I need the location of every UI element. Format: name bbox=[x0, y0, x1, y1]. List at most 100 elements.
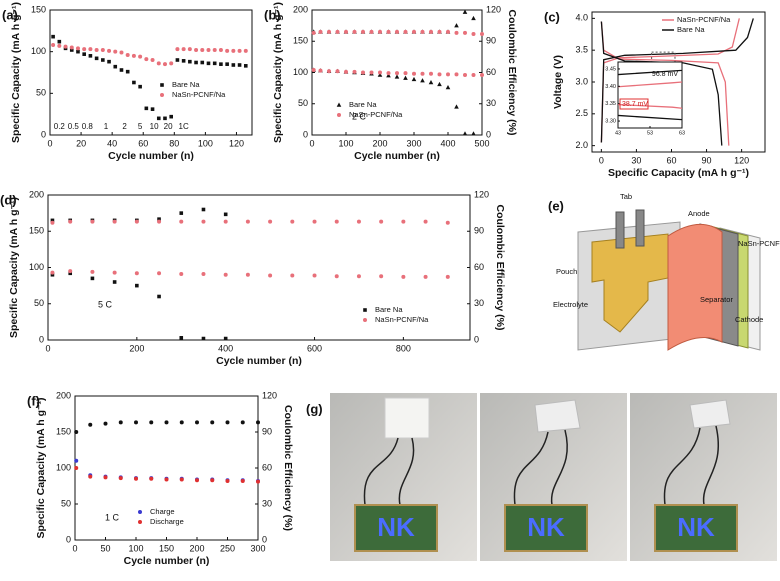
wires bbox=[513, 429, 568, 506]
point bbox=[201, 207, 206, 212]
x-axis-label: Cycle number (n) bbox=[354, 150, 440, 162]
point bbox=[210, 478, 215, 483]
point bbox=[194, 48, 199, 52]
y-tick-label: 50 bbox=[34, 298, 44, 308]
y-axis-label: Specific Capacity (mA h g⁻¹) bbox=[10, 2, 22, 143]
point bbox=[429, 29, 433, 34]
point bbox=[379, 274, 384, 279]
y-tick-label: 150 bbox=[56, 426, 71, 436]
label: Anode bbox=[688, 209, 710, 218]
point bbox=[169, 61, 174, 66]
point bbox=[311, 68, 316, 72]
point bbox=[119, 50, 124, 55]
point bbox=[162, 62, 167, 67]
legend-label: Bare Na bbox=[375, 305, 403, 314]
x-axis-label: Cycle number (n) bbox=[108, 150, 194, 162]
point bbox=[51, 34, 55, 39]
point bbox=[68, 271, 73, 276]
y2-tick-label: 60 bbox=[486, 67, 496, 77]
x-tick-label: 300 bbox=[250, 543, 265, 553]
point bbox=[112, 280, 117, 284]
panel-label: (c) bbox=[544, 9, 560, 24]
point bbox=[57, 43, 62, 48]
point bbox=[237, 63, 242, 67]
x-tick-label: 200 bbox=[189, 543, 204, 553]
x-tick-label: 120 bbox=[734, 155, 749, 165]
point bbox=[94, 48, 99, 52]
point bbox=[428, 80, 434, 85]
point bbox=[50, 270, 55, 275]
point bbox=[420, 71, 425, 76]
point bbox=[201, 336, 206, 341]
y2-tick-label: 0 bbox=[486, 129, 491, 139]
point bbox=[90, 269, 95, 274]
photos: (g) NK NK NK bbox=[306, 393, 777, 561]
point bbox=[113, 49, 118, 54]
point bbox=[335, 29, 340, 34]
y-axis-label: Specific Capacity (mA h g⁻¹) bbox=[8, 197, 20, 338]
point bbox=[480, 73, 484, 77]
point bbox=[212, 61, 217, 66]
point bbox=[113, 64, 118, 69]
y-tick-label: 4.0 bbox=[575, 13, 588, 23]
point bbox=[125, 53, 130, 57]
y2-tick-label: 60 bbox=[474, 262, 484, 272]
point bbox=[223, 336, 228, 341]
point bbox=[245, 272, 250, 277]
label: Pouch bbox=[556, 267, 577, 276]
y-tick-label: 0 bbox=[66, 534, 71, 544]
photo: NK bbox=[330, 393, 477, 561]
y2-tick-label: 0 bbox=[474, 334, 479, 344]
pouch-cell bbox=[534, 399, 581, 433]
x-tick-label: 0 bbox=[45, 343, 50, 353]
inset-annotation: 96.8 mV bbox=[652, 71, 678, 78]
led-text: NK bbox=[377, 512, 415, 542]
y-tick-label: 2.5 bbox=[575, 108, 588, 118]
led-text: NK bbox=[677, 512, 715, 542]
point bbox=[312, 273, 317, 278]
point bbox=[225, 48, 230, 53]
curve bbox=[600, 18, 754, 146]
annotation: 2 bbox=[122, 122, 127, 131]
y-axis-label: Voltage (V) bbox=[552, 55, 564, 109]
x-tick-label: 100 bbox=[128, 543, 143, 553]
panel-label: (d) bbox=[0, 192, 17, 207]
point bbox=[318, 68, 323, 73]
point bbox=[179, 336, 184, 340]
point bbox=[231, 63, 236, 67]
point bbox=[463, 73, 467, 77]
x-tick-label: 150 bbox=[159, 543, 174, 553]
point bbox=[134, 420, 138, 425]
inset-plot bbox=[618, 69, 682, 121]
point bbox=[112, 270, 117, 275]
x-tick-label: 400 bbox=[218, 343, 233, 353]
point bbox=[446, 72, 450, 77]
point bbox=[63, 44, 68, 49]
label: Separator bbox=[700, 295, 733, 304]
point bbox=[51, 43, 56, 47]
panel-label: (b) bbox=[264, 7, 281, 22]
point bbox=[429, 71, 433, 76]
legend-label: Bare Na bbox=[172, 80, 200, 89]
y2-tick-label: 30 bbox=[262, 498, 272, 508]
point bbox=[68, 269, 73, 274]
point bbox=[88, 47, 93, 52]
point bbox=[454, 72, 459, 77]
point bbox=[386, 71, 391, 76]
y2-axis-label: Coulombic Efficiency (%) bbox=[282, 405, 294, 531]
y2-tick-label: 0 bbox=[262, 534, 267, 544]
point bbox=[195, 420, 199, 425]
point bbox=[135, 283, 139, 288]
point bbox=[179, 219, 184, 224]
panel-label: (g) bbox=[306, 401, 323, 416]
led-board bbox=[504, 504, 588, 552]
point bbox=[88, 54, 93, 58]
point bbox=[150, 58, 155, 62]
point bbox=[356, 219, 361, 224]
point bbox=[437, 29, 442, 34]
point bbox=[395, 29, 399, 34]
point bbox=[223, 219, 228, 224]
x-tick-label: 250 bbox=[220, 543, 235, 553]
point bbox=[188, 59, 192, 64]
